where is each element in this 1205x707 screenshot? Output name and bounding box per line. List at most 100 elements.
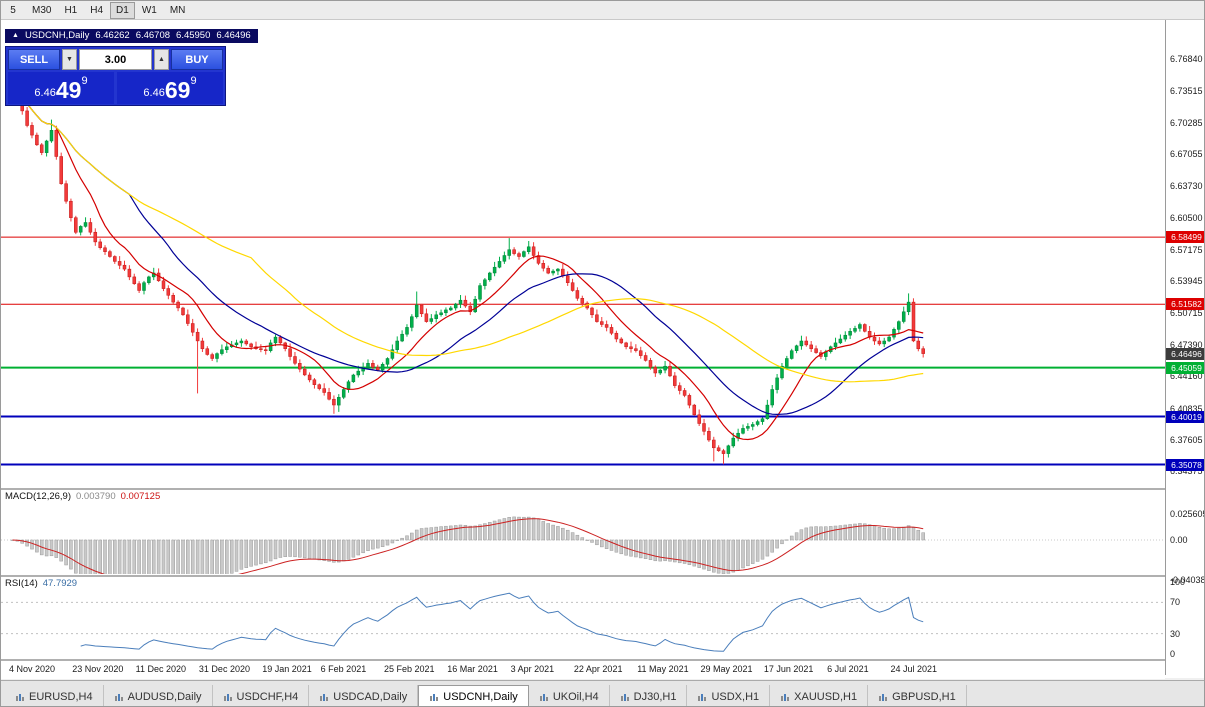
timeframe-button-w1[interactable]: W1 [135, 1, 163, 19]
date-axis-label: 25 Feb 2021 [383, 664, 435, 674]
hline-price-label: 6.35078 [1166, 458, 1204, 471]
buy-price-pipette: 9 [190, 75, 197, 87]
date-axis-label: 11 Dec 2020 [135, 664, 186, 674]
chart-tab-label: AUDUSD,Daily [127, 690, 202, 703]
timeframe-button-m30[interactable]: M30 [26, 1, 58, 19]
sell-price-pipette: 9 [81, 75, 88, 87]
volume-input[interactable]: 3.00 [79, 49, 152, 70]
sell-price-panel[interactable]: 6.46 49 9 [8, 72, 114, 104]
chart-tab-label: UKOil,H4 [552, 690, 599, 703]
chart-tab-usdchf-h4[interactable]: USDCHF,H4 [212, 685, 310, 706]
sell-button[interactable]: SELL [8, 49, 60, 70]
date-axis[interactable]: 4 Nov 2020 23 Nov 2020 11 Dec 2020 31 Dec 2… [1, 661, 1165, 679]
macd-signal-value: 0.007125 [120, 491, 161, 502]
chart-tab-label: GBPUSD,H1 [892, 690, 956, 703]
macd-panel-separator[interactable] [1, 488, 1204, 490]
candlestick-chart[interactable] [1, 20, 1165, 488]
macd-main-value: 0.003790 [76, 491, 116, 502]
chart-tab-icon [320, 693, 329, 701]
date-axis-label: 19 Jan 2021 [262, 664, 312, 674]
rsi-header: RSI(14) 47.7929 [5, 578, 77, 589]
date-axis-label: 11 May 2021 [637, 664, 689, 674]
timeframe-button-h1[interactable]: H1 [58, 1, 84, 19]
chart-tab-icon [16, 693, 24, 701]
sell-price-pips: 49 [55, 77, 82, 103]
chart-tab-icon [114, 693, 123, 701]
volume-decrease-button[interactable]: ▼ [62, 49, 77, 70]
price-scale-label: 6.60500 [1170, 212, 1203, 223]
chart-tab-gbpusd-h1[interactable]: GBPUSD,H1 [868, 685, 967, 706]
sell-price-base: 6.46 [34, 87, 56, 99]
chart-tab-usdcad-daily[interactable]: USDCAD,Daily [309, 685, 419, 706]
chart-tab-usdcnh-daily[interactable]: USDCNH,Daily [418, 685, 529, 706]
rsi-plot[interactable] [1, 577, 1165, 659]
date-axis-label: 17 Jun 2021 [763, 664, 814, 674]
price-scale[interactable]: 6.76840 6.73515 6.70285 6.67055 6.63730 6.605… [1165, 20, 1205, 675]
macd-scale-label: 0.025605 [1170, 509, 1205, 520]
timeframe-toolbar: 5 M30 H1 H4 D1 W1 MN [1, 1, 1204, 20]
chart-tab-icon [698, 693, 707, 701]
buy-button[interactable]: BUY [171, 49, 223, 70]
date-axis-label: 3 Apr 2021 [510, 664, 555, 674]
chart-tab-eurusd-h4[interactable]: EURUSD,H4 [5, 685, 104, 706]
timeframe-button-h4[interactable]: H4 [84, 1, 110, 19]
price-scale-label: 6.50715 [1170, 307, 1203, 318]
macd-label: MACD(12,26,9) [5, 491, 71, 502]
chart-tab-icon [620, 693, 629, 701]
price-scale-label: 6.44160 [1170, 371, 1203, 382]
price-scale-label: 6.57175 [1170, 244, 1203, 255]
one-click-trading-widget: SELL ▼ 3.00 ▲ BUY 6.46 49 9 6.46 69 9 [5, 46, 226, 106]
up-arrow-icon: ▲ [12, 32, 19, 39]
timeframe-button-d1[interactable]: D1 [110, 1, 135, 19]
date-axis-label: 22 Apr 2021 [573, 664, 623, 674]
chart-tab-label: DJ30,H1 [633, 690, 677, 703]
volume-increase-button[interactable]: ▲ [154, 49, 169, 70]
chart-tab-label: EURUSD,H4 [29, 690, 93, 703]
price-scale-label: 6.40835 [1170, 403, 1203, 414]
hline-price-label: 6.51582 [1166, 298, 1204, 311]
rsi-scale-label: 30 [1170, 628, 1181, 639]
date-axis-label: 23 Nov 2020 [72, 664, 124, 674]
hline-price-label: 6.58499 [1166, 231, 1204, 244]
date-axis-label: 16 Mar 2021 [447, 664, 498, 674]
buy-price-base: 6.46 [143, 87, 165, 99]
date-axis-separator [1, 659, 1204, 661]
chart-tab-label: USDCNH,Daily [443, 691, 518, 703]
chart-tab-xauusd-h1[interactable]: XAUUSD,H1 [770, 685, 869, 706]
chart-tab-audusd-daily[interactable]: AUDUSD,Daily [103, 685, 213, 706]
buy-price-panel[interactable]: 6.46 69 9 [117, 72, 223, 104]
chart-tab-label: USDCHF,H4 [236, 690, 299, 703]
chart-tab-icon [879, 693, 888, 701]
chart-tab-dj30-h1[interactable]: DJ30,H1 [609, 685, 688, 706]
price-scale-label: 6.47390 [1170, 339, 1203, 350]
macd-header: MACD(12,26,9) 0.003790 0.007125 [5, 491, 160, 502]
rsi-panel-separator[interactable] [1, 575, 1204, 577]
price-scale-label: 6.67055 [1170, 149, 1203, 159]
chart-tab-icon [223, 693, 232, 701]
price-scale-label: 6.63730 [1170, 181, 1203, 192]
macd-plot[interactable] [1, 490, 1165, 574]
timeframe-button-mn[interactable]: MN [163, 1, 192, 19]
date-axis-label: 29 May 2021 [700, 664, 753, 674]
rsi-scale-label: 100 [1170, 577, 1186, 587]
symbol-ohlc-bar: ▲ USDCNH,Daily 6.46262 6.46708 6.45950 6… [5, 29, 258, 43]
date-axis-label: 6 Feb 2021 [320, 664, 367, 674]
date-axis-label: 4 Nov 2020 [9, 664, 56, 674]
chart-tab-usdx-h1[interactable]: USDX,H1 [687, 685, 771, 706]
rsi-value: 47.7929 [42, 578, 78, 589]
chart-region: ▲ USDCNH,Daily 6.46262 6.46708 6.45950 6… [1, 20, 1204, 679]
hline-price-label: 6.45059 [1166, 361, 1204, 374]
price-scale-label: 6.76840 [1170, 54, 1203, 64]
chart-tabbar: EURUSD,H4 AUDUSD,Daily USDCHF,H4 USDCAD,Dai… [1, 680, 1204, 706]
timeframe-button-5[interactable]: 5 [1, 1, 25, 19]
symbol-name: USDCNH,Daily [24, 30, 90, 41]
ohlc-high: 6.46708 [135, 30, 171, 41]
rsi-scale-label: 70 [1170, 597, 1181, 608]
rsi-scale-label: 0 [1170, 649, 1176, 659]
chart-tab-ukoil-h4[interactable]: UKOil,H4 [528, 685, 610, 706]
date-axis-label: 6 Jul 2021 [827, 664, 869, 674]
chart-tab-icon [539, 693, 548, 701]
ohlc-low: 6.45950 [176, 30, 211, 41]
macd-scale-label: -0.04038 [1170, 575, 1205, 586]
chart-tab-icon [781, 693, 790, 701]
